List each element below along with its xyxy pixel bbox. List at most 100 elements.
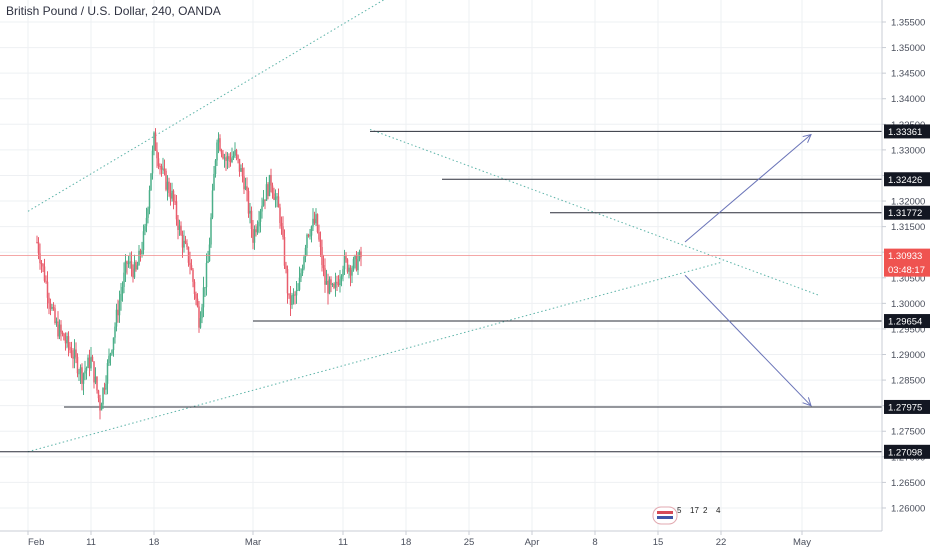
chart-title: British Pound / U.S. Dollar, 240, OANDA [6, 4, 221, 18]
candle-body [129, 261, 131, 264]
candle-body [160, 166, 163, 170]
candle-body [175, 201, 178, 220]
events-badge[interactable]: 5 17 2 4 [652, 506, 721, 525]
level-price-label: 1.32426 [888, 175, 922, 186]
candle-body [250, 210, 253, 230]
candle-body [333, 283, 335, 288]
grid-lines [0, 0, 882, 531]
candle-body [217, 138, 220, 143]
candle-body [42, 264, 44, 267]
candle-body [151, 150, 154, 174]
level-price-tag [884, 314, 930, 329]
candle-body [115, 309, 118, 327]
candle-body [319, 239, 322, 248]
candle-body [271, 185, 274, 194]
candle-body [234, 149, 236, 156]
candle-body [150, 173, 152, 191]
level-price-label: 1.27098 [888, 447, 922, 458]
candle-body [235, 149, 238, 156]
event-count: 2 [703, 506, 708, 515]
candle-body [55, 321, 58, 323]
candle-body [90, 356, 92, 369]
candle-body [61, 332, 64, 334]
candle-body [280, 223, 283, 227]
candle-body [291, 295, 293, 305]
candle-body [265, 184, 268, 201]
candle-body [355, 255, 358, 271]
candle-body [229, 159, 232, 162]
candle-body [189, 262, 191, 266]
candle-body [262, 199, 265, 206]
candle-body [340, 276, 343, 280]
x-tick-label: 25 [464, 537, 475, 548]
candle-body [153, 132, 155, 151]
x-tick-label: 11 [86, 537, 96, 548]
candle-body [286, 269, 289, 294]
candle-body [105, 383, 107, 390]
candle-body [69, 346, 71, 351]
candle-body [313, 218, 316, 224]
candle-body [258, 221, 260, 227]
candle-body [204, 287, 206, 289]
candle-body [96, 376, 98, 391]
y-tick-label: 1.35000 [891, 43, 925, 54]
flag-stripe [657, 511, 673, 514]
candle-body [318, 232, 320, 240]
candle-body [43, 266, 46, 281]
candle-body [99, 398, 101, 411]
candle-body [190, 265, 193, 270]
candle-body [187, 246, 190, 263]
y-tick-label: 1.29500 [891, 324, 925, 335]
y-tick-label: 1.33000 [891, 145, 925, 156]
candlesticks [36, 128, 362, 420]
x-tick-label: Mar [245, 537, 261, 548]
x-tick-label: 22 [716, 537, 727, 548]
candle-body [342, 269, 344, 277]
candle-body [249, 210, 251, 214]
candle-body [259, 211, 262, 222]
candle-body [274, 197, 277, 200]
candle-body [142, 231, 145, 251]
candle-body [172, 190, 175, 202]
candle-body [81, 367, 83, 384]
candle-body [303, 256, 305, 269]
candle-body [232, 155, 235, 158]
candle-body [108, 355, 110, 364]
candle-body [195, 293, 197, 299]
x-tick-label: 15 [653, 537, 664, 548]
candle-body [238, 158, 241, 172]
candle-body [210, 217, 212, 245]
candle-body [171, 190, 173, 199]
candle-body [240, 168, 242, 172]
candle-body [219, 138, 221, 151]
candle-body [309, 235, 311, 237]
candle-body [138, 250, 140, 266]
level-price-tag [884, 399, 930, 414]
candle-body [244, 186, 247, 190]
candle-body [165, 170, 167, 190]
candle-body [57, 321, 59, 337]
candle-body [330, 279, 332, 285]
y-tick-label: 1.26000 [891, 503, 925, 514]
candle-body [120, 293, 122, 301]
level-price-tag [884, 444, 930, 459]
countdown-label: 03:48:17 [888, 265, 925, 276]
candle-body [285, 265, 287, 270]
last-price-label: 1.30933 [888, 251, 922, 262]
candle-body [39, 253, 41, 264]
candle-body [207, 261, 209, 263]
candle-body [360, 251, 362, 258]
candle-body [312, 218, 314, 227]
candle-body [52, 307, 55, 309]
candle-body [352, 259, 355, 271]
candle-body [91, 356, 94, 362]
y-tick-label: 1.32000 [891, 197, 925, 208]
candle-body [222, 153, 224, 159]
candle-body [273, 193, 275, 200]
candle-body [45, 280, 47, 282]
candle-body [268, 175, 271, 197]
candle-body [307, 234, 310, 236]
candle-body [174, 201, 176, 203]
